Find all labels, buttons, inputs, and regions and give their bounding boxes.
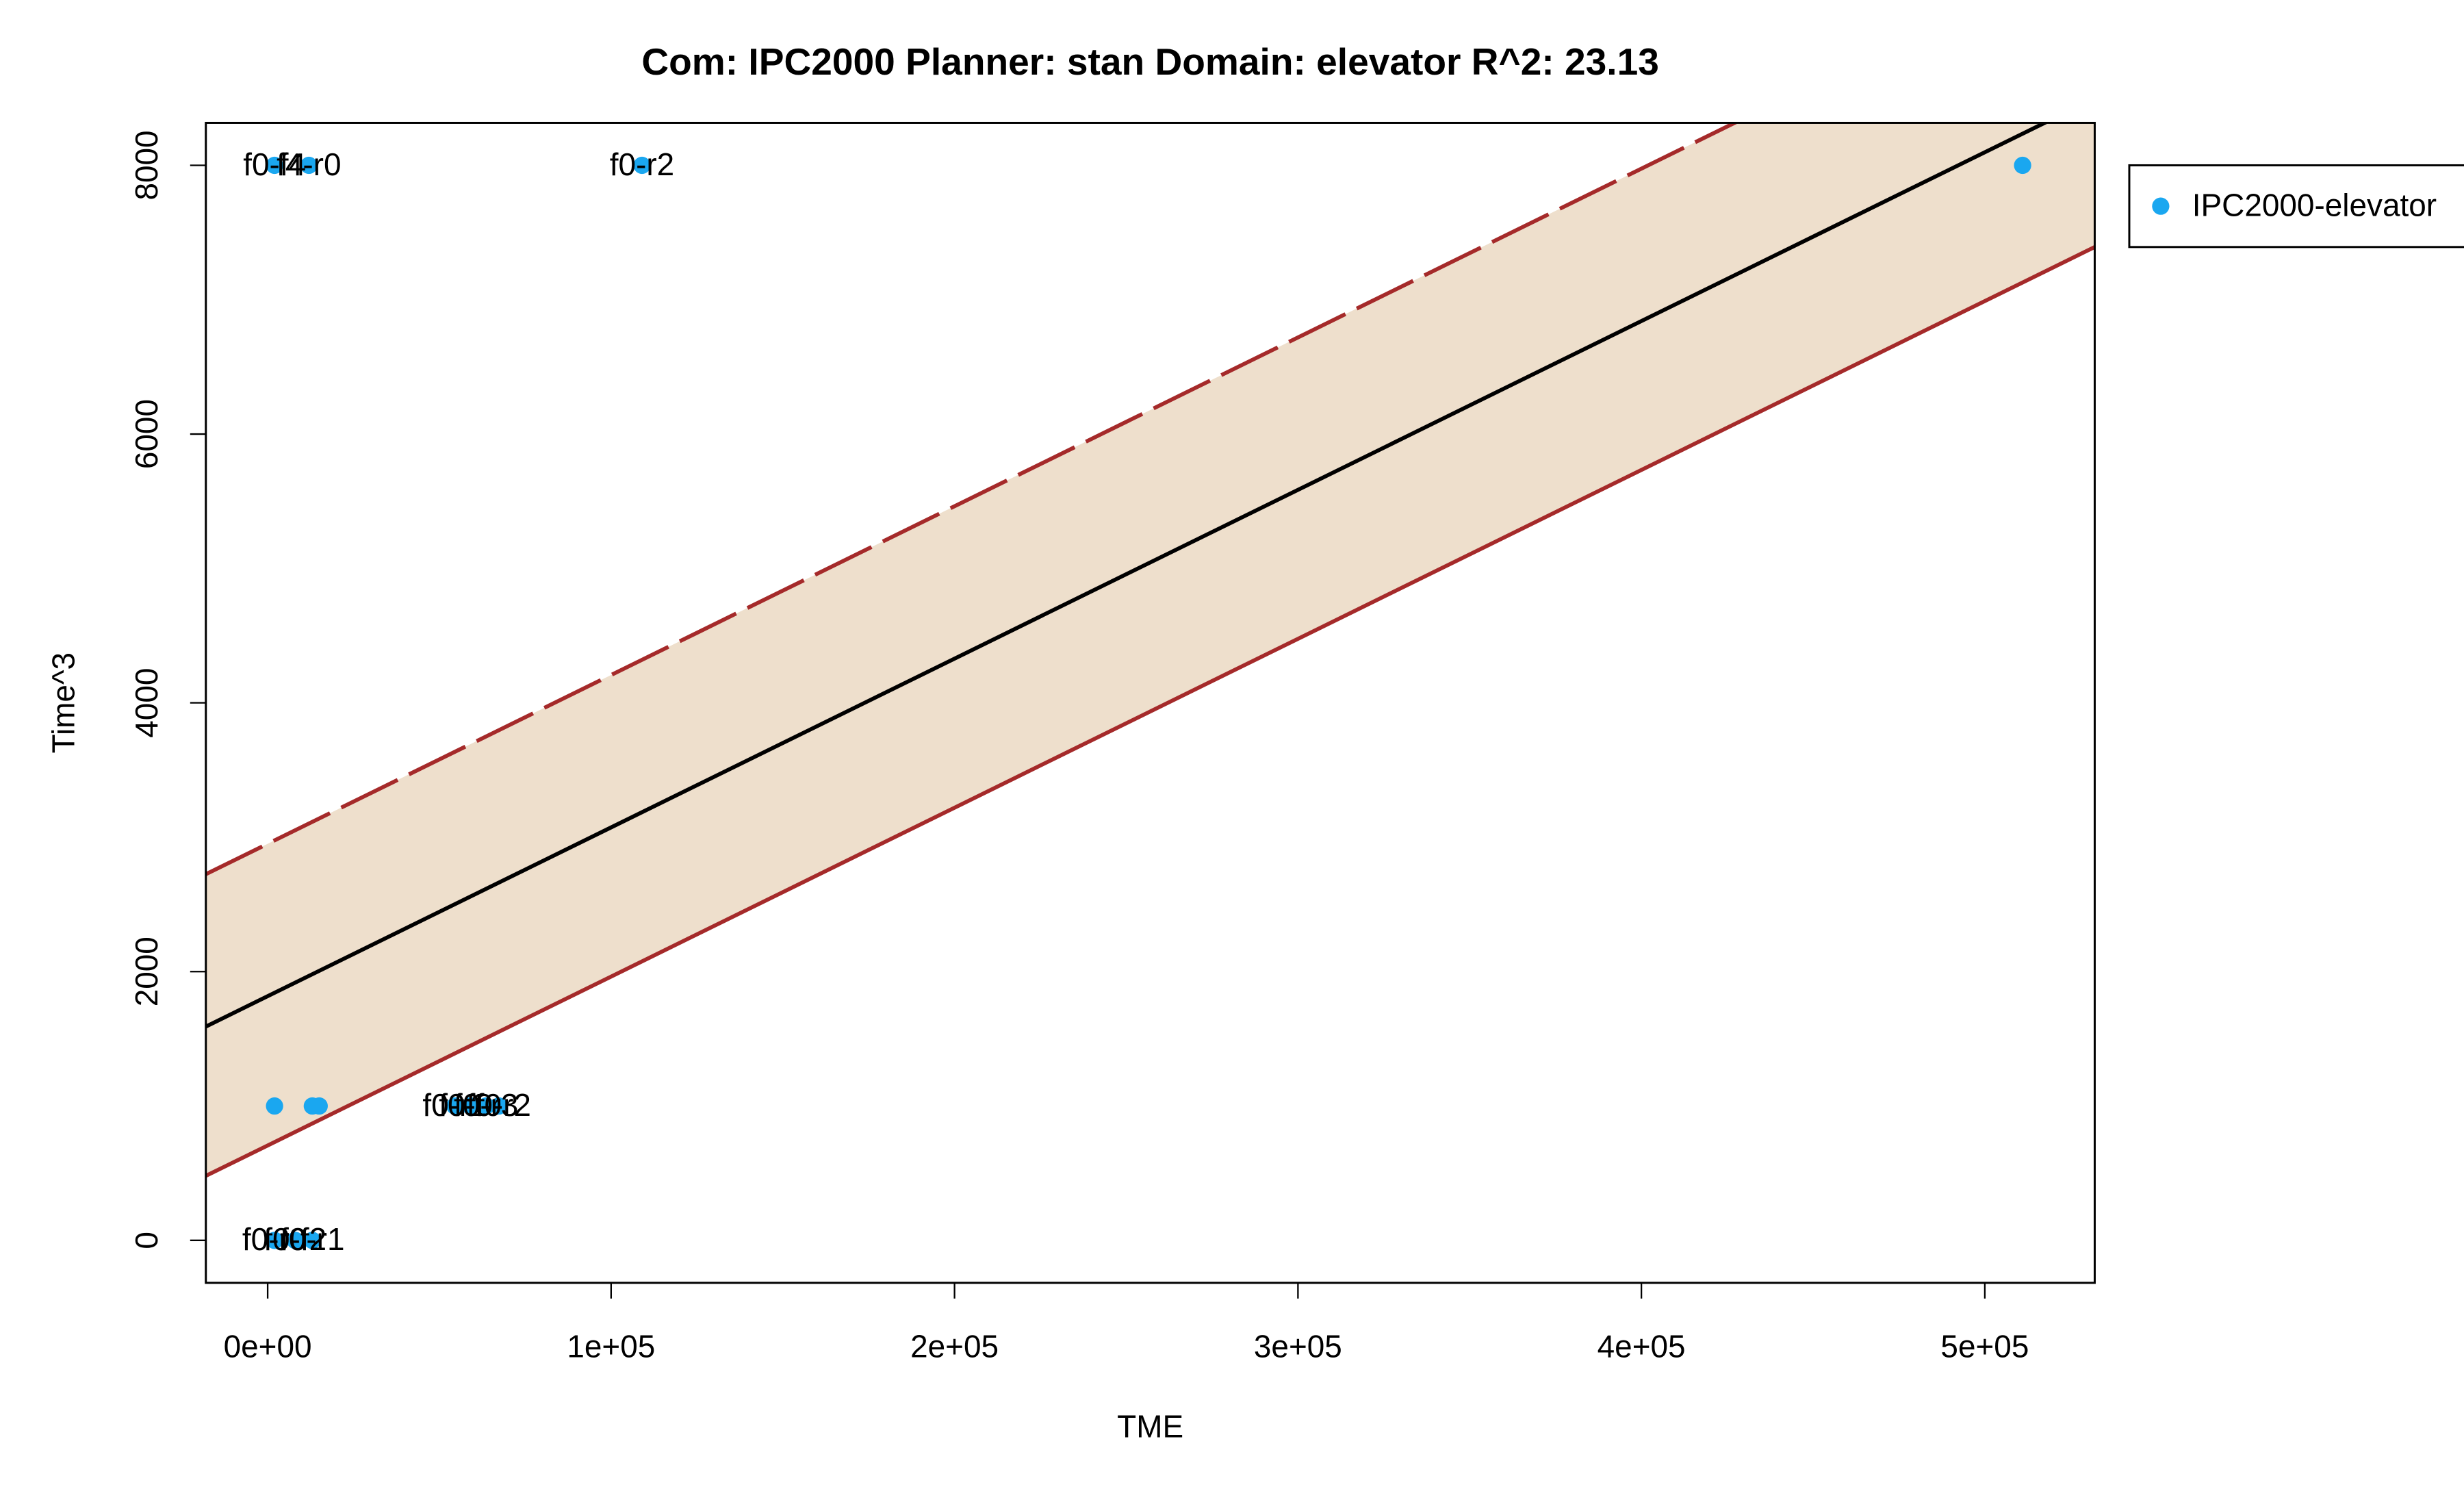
x-tick-label: 3e+05: [1254, 1328, 1342, 1364]
point: [477, 1097, 495, 1115]
point: [446, 1097, 464, 1115]
y-tick-label: 8000: [129, 130, 164, 200]
y-tick-label: 2000: [129, 937, 164, 1006]
fit-line: [205, 123, 2049, 1029]
point: [286, 1232, 304, 1249]
y-axis-label: Time^3: [46, 652, 81, 753]
point-label: f4-r0: [277, 147, 341, 182]
x-tick-label: 1e+05: [567, 1328, 655, 1364]
point: [461, 1097, 479, 1115]
y-tick-label: 4000: [129, 668, 164, 738]
x-tick-label: 5e+05: [1940, 1328, 2029, 1364]
chart-title: Com: IPC2000 Planner: stan Domain: eleva…: [641, 40, 1659, 83]
legend-marker: [2152, 197, 2170, 215]
point-label: f0-r1: [280, 1221, 344, 1257]
legend-label: IPC2000-elevator: [2192, 188, 2437, 223]
x-tick-label: 4e+05: [1597, 1328, 1686, 1364]
point: [266, 1232, 283, 1249]
x-tick-label: 0e+00: [224, 1328, 312, 1364]
point-label: f0-r2: [467, 1087, 531, 1123]
point: [266, 156, 283, 175]
point-label: f0-r1: [422, 1087, 487, 1123]
point: [633, 156, 651, 175]
x-axis-label: TME: [1117, 1408, 1183, 1444]
point-label: f0-r3: [454, 1087, 518, 1123]
confidence-band: [205, 123, 2095, 1176]
legend-box: [2128, 164, 2464, 249]
point-label: f0-f0: [439, 1087, 502, 1123]
point: [303, 1232, 321, 1249]
point-label: f0-f2: [264, 1221, 326, 1257]
point: [2014, 156, 2031, 175]
point-label: f0-f4: [243, 147, 306, 182]
point: [266, 1097, 283, 1115]
point: [490, 1097, 508, 1115]
y-tick-label: 6000: [129, 399, 164, 469]
point-label: f0-r0: [242, 1221, 307, 1257]
upper-line: [205, 123, 1739, 876]
y-tick-label: 0: [129, 1232, 164, 1249]
lower-line: [205, 245, 2095, 1178]
x-tick-label: 2e+05: [910, 1328, 999, 1364]
point: [310, 1097, 328, 1115]
point: [300, 156, 318, 175]
point-label: f0-r2: [610, 147, 674, 182]
